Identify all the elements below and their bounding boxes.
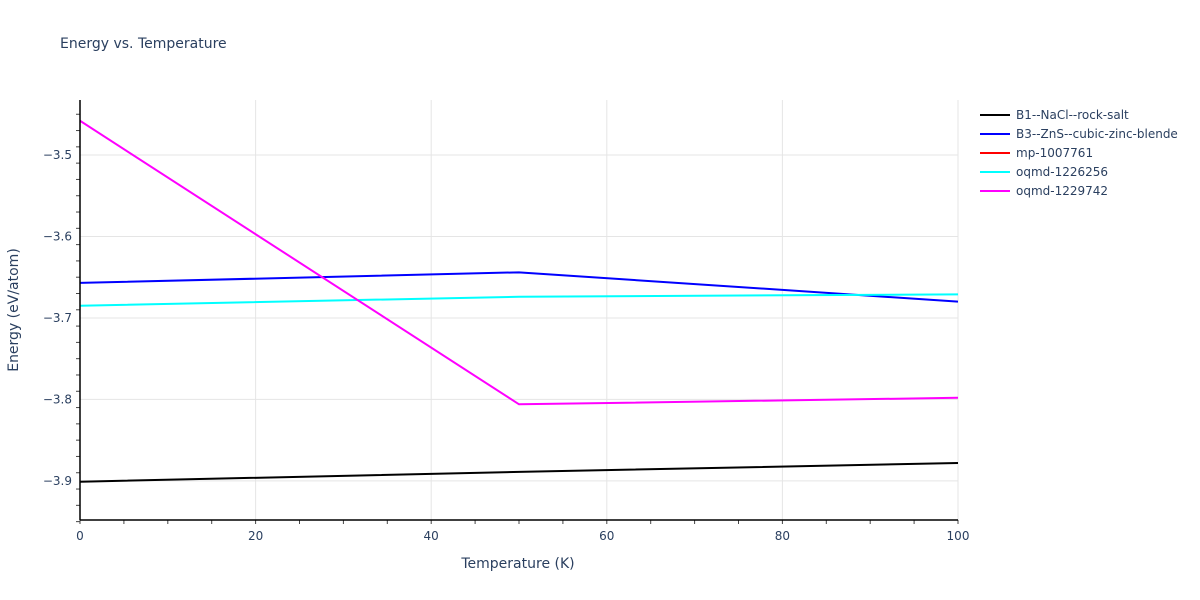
legend: B1--NaCl--rock-salt B3--ZnS--cubic-zinc-b…: [980, 105, 1178, 200]
legend-label: oqmd-1229742: [1016, 183, 1109, 198]
legend-label: B3--ZnS--cubic-zinc-blende: [1016, 126, 1178, 141]
legend-swatch-icon: [980, 170, 1010, 173]
y-tick-label: −3.6: [43, 229, 72, 243]
x-tick-label: 20: [248, 529, 263, 543]
legend-label: oqmd-1226256: [1016, 164, 1109, 179]
legend-item[interactable]: B3--ZnS--cubic-zinc-blende: [980, 124, 1178, 143]
y-tick-label: −3.5: [43, 148, 72, 162]
y-axis-title: Energy (eV/atom): [6, 248, 22, 372]
legend-label: mp-1007761: [1016, 145, 1094, 160]
legend-item[interactable]: oqmd-1229742: [980, 181, 1178, 200]
series-line-oqmd-1229742[interactable]: [79, 119, 959, 406]
legend-label: B1--NaCl--rock-salt: [1016, 107, 1129, 122]
legend-swatch-icon: [980, 132, 1010, 135]
x-tick-label: 0: [76, 529, 84, 543]
x-tick-label: 100: [947, 529, 970, 543]
series-line-b3-zns-cubic-zinc-blende[interactable]: [79, 271, 959, 303]
x-tick-label: 60: [599, 529, 614, 543]
series-line-oqmd-1226256[interactable]: [79, 293, 959, 307]
legend-swatch-icon: [980, 113, 1010, 116]
series-lines: [79, 119, 959, 483]
legend-item[interactable]: oqmd-1226256: [980, 162, 1178, 181]
gridlines: [80, 100, 959, 520]
y-tick-label: −3.8: [43, 392, 72, 406]
legend-item[interactable]: B1--NaCl--rock-salt: [980, 105, 1178, 124]
x-axis-title: Temperature (K): [460, 556, 574, 572]
legend-item[interactable]: mp-1007761: [980, 143, 1178, 162]
legend-swatch-icon: [980, 151, 1010, 154]
chart-title: Energy vs. Temperature: [60, 36, 227, 52]
series-line-b1-nacl-rock-salt[interactable]: [79, 461, 959, 483]
x-tick-label: 40: [424, 529, 439, 543]
x-tick-label: 80: [775, 529, 790, 543]
y-tick-label: −3.9: [43, 474, 72, 488]
legend-swatch-icon: [980, 189, 1010, 192]
y-tick-label: −3.7: [43, 311, 72, 325]
axes: 0 20 40 60 80 100 −3.5 −3.6 −3.7 −3.8 −3.9: [43, 100, 970, 543]
